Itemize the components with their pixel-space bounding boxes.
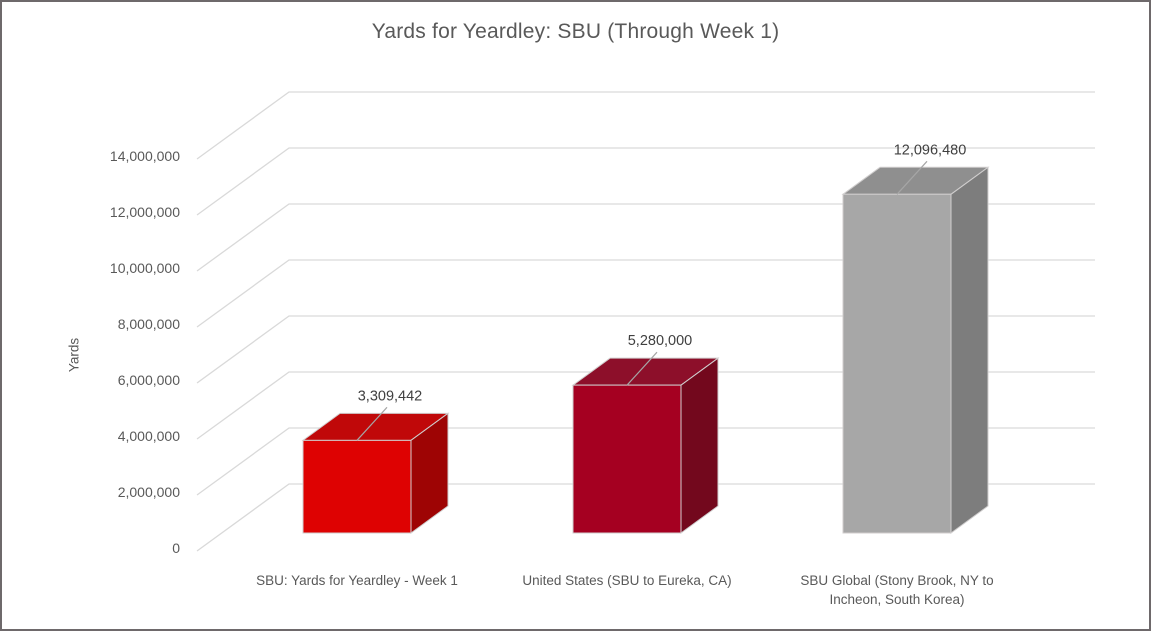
x-category-label: SBU: Yards for Yeardley - Week 1: [256, 573, 458, 588]
x-category-label: United States (SBU to Eureka, CA): [522, 573, 731, 588]
y-tick-label: 4,000,000: [118, 428, 180, 444]
data-label: 3,309,442: [358, 388, 423, 404]
bar-side-face: [680, 357, 719, 534]
data-label: 5,280,000: [628, 333, 693, 349]
y-tick-label: 14,000,000: [110, 148, 180, 164]
bar-front-face: [572, 384, 682, 534]
data-label-leader-line: [896, 160, 928, 195]
gridline: [196, 371, 1095, 440]
y-tick-label: 2,000,000: [118, 484, 180, 500]
y-tick-label: 12,000,000: [110, 204, 180, 220]
y-tick-label: 8,000,000: [118, 316, 180, 332]
gridline: [196, 147, 1095, 216]
x-category-label: SBU Global (Stony Brook, NY to: [800, 573, 993, 588]
bar-front-face: [842, 193, 952, 534]
y-tick-label: 6,000,000: [118, 372, 180, 388]
x-category-label: Incheon, South Korea): [829, 592, 964, 607]
y-tick-label: 0: [172, 540, 180, 556]
y-axis-title: Yards: [66, 337, 82, 373]
gridline: [196, 483, 1095, 552]
bar-front-face: [302, 439, 412, 534]
gridline: [196, 259, 1095, 328]
gridline: [196, 315, 1095, 384]
data-label-leader-line: [356, 406, 388, 441]
y-tick-label: 10,000,000: [110, 260, 180, 276]
data-label: 12,096,480: [894, 142, 967, 158]
gridline: [196, 91, 1095, 160]
chart-title: Yards for Yeardley: SBU (Through Week 1): [371, 20, 780, 43]
gridline: [196, 427, 1095, 496]
bar-side-face: [950, 166, 989, 534]
gridline: [196, 203, 1095, 272]
data-label-leader-line: [626, 351, 658, 386]
